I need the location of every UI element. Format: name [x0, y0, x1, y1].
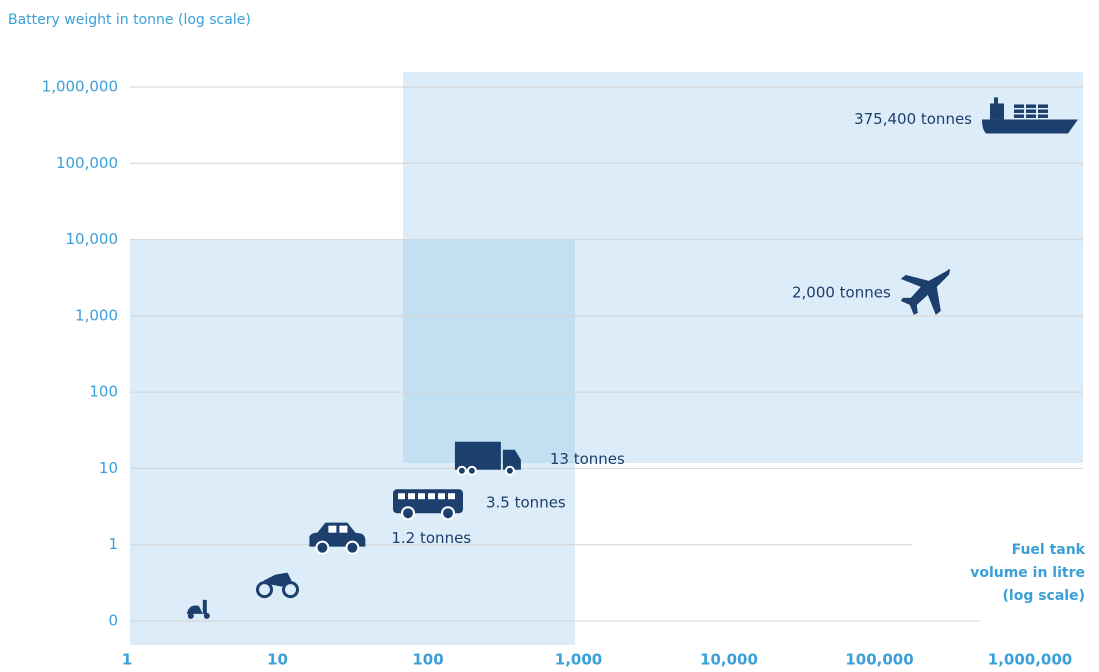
- wheel: [504, 465, 515, 476]
- container: [1038, 104, 1048, 108]
- x-axis-label: volume in litre: [970, 565, 1085, 581]
- chart-title: Battery weight in tonne (log scale): [8, 12, 251, 28]
- ship-cabin: [990, 103, 1004, 120]
- region-overlap: [403, 240, 575, 463]
- window: [328, 525, 337, 533]
- point-icon: [982, 97, 1078, 134]
- point-icon: [186, 599, 210, 619]
- x-tick-label: 10,000: [700, 651, 758, 669]
- point-icon: [256, 572, 299, 599]
- y-tick-label: 10: [99, 459, 118, 477]
- data-label: 3.5 tonnes: [486, 494, 566, 512]
- wheel: [456, 465, 467, 476]
- container: [1014, 104, 1024, 108]
- y-tick-label: 100,000: [56, 154, 118, 172]
- wheel: [315, 540, 330, 555]
- x-tick-label: 100,000: [845, 651, 913, 669]
- container: [1038, 109, 1048, 113]
- data-label: 13 tonnes: [550, 450, 625, 468]
- wheel: [203, 612, 210, 619]
- wheel: [401, 506, 415, 521]
- x-axis-label: Fuel tank: [1012, 542, 1086, 558]
- y-tick-label: 1,000: [75, 306, 118, 324]
- window: [448, 493, 455, 500]
- x-tick-label: 1,000: [555, 651, 602, 669]
- x-tick-label: 10: [267, 651, 288, 669]
- container: [1026, 114, 1036, 118]
- window: [418, 493, 425, 500]
- container: [1026, 109, 1036, 113]
- wheel: [441, 506, 455, 521]
- container: [1038, 114, 1048, 118]
- point-icon: [454, 441, 521, 476]
- wheel: [187, 612, 194, 619]
- container: [1026, 104, 1036, 108]
- wheel: [256, 581, 273, 599]
- y-tick-label: 1,000,000: [42, 78, 118, 96]
- point-icon: [309, 522, 366, 555]
- container: [1014, 109, 1024, 113]
- container: [1014, 114, 1024, 118]
- window: [398, 493, 405, 500]
- data-label: 2,000 tonnes: [792, 283, 891, 301]
- data-label: 1.2 tonnes: [391, 529, 471, 547]
- data-label: 375,400 tonnes: [854, 110, 972, 128]
- plane: [900, 269, 950, 315]
- ship-hull: [982, 119, 1078, 134]
- point-icon: [900, 269, 950, 315]
- wheel: [345, 540, 360, 555]
- moto-body: [263, 572, 292, 587]
- scooter-body: [186, 599, 207, 614]
- window: [438, 493, 445, 500]
- point-icon: [393, 489, 463, 521]
- window: [428, 493, 435, 500]
- car-body: [309, 522, 366, 547]
- mast: [994, 97, 998, 104]
- y-tick-label: 0: [108, 612, 118, 630]
- y-tick-label: 10,000: [66, 230, 119, 248]
- truck-box: [454, 441, 501, 470]
- window: [408, 493, 415, 500]
- x-axis-label: (log scale): [1003, 588, 1085, 604]
- wheel: [282, 581, 299, 599]
- x-tick-label: 1: [122, 651, 132, 669]
- wheel: [466, 465, 477, 476]
- truck-cab: [502, 449, 521, 470]
- window: [339, 525, 348, 533]
- x-tick-label: 100: [412, 651, 443, 669]
- y-tick-label: 1: [108, 535, 118, 553]
- x-tick-label: 1,000,000: [988, 651, 1072, 669]
- y-tick-label: 100: [89, 383, 118, 401]
